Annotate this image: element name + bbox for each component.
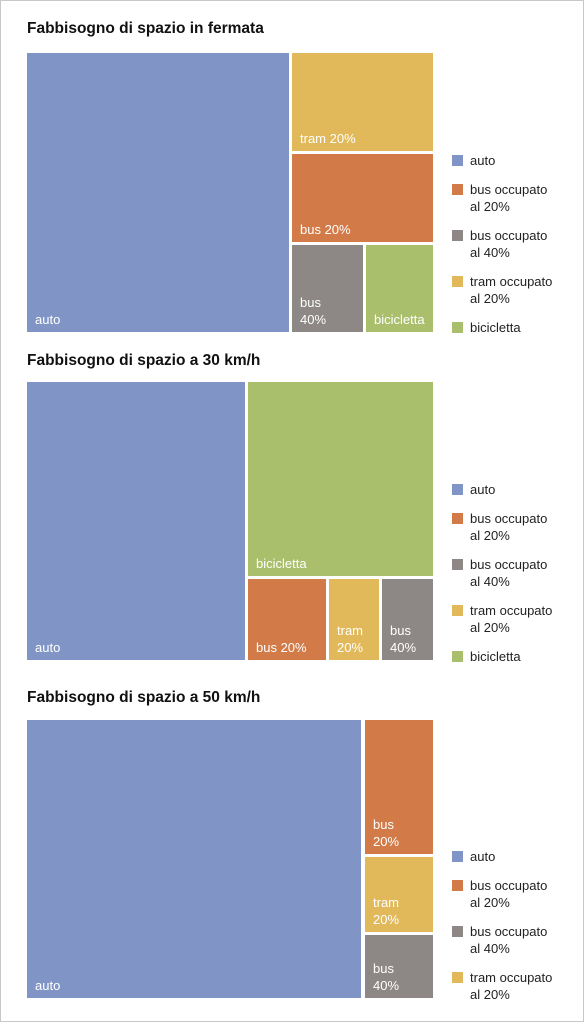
legend-swatch bbox=[452, 926, 463, 937]
cell-label: tram 20% bbox=[337, 623, 364, 655]
cell-label: bus 20% bbox=[373, 817, 400, 849]
legend-swatch bbox=[452, 184, 463, 195]
cell-tram-30kmh: tram 20% bbox=[329, 579, 379, 660]
legend-label: tram occupato al 20% bbox=[470, 274, 553, 306]
legend-swatch bbox=[452, 651, 463, 662]
legend-label: bus occupato al 40% bbox=[470, 228, 548, 260]
cell-tram-fermata: tram 20% bbox=[292, 53, 433, 151]
legend-label: auto bbox=[470, 153, 496, 168]
legend-swatch bbox=[452, 513, 463, 524]
cell-bici-30kmh: bicicletta bbox=[248, 382, 433, 576]
cell-label: auto bbox=[35, 640, 61, 655]
cell-label: bicicletta bbox=[256, 556, 307, 571]
cell-bus40-30kmh: bus 40% bbox=[382, 579, 433, 660]
cell-bus40-fermata: bus 40% bbox=[292, 245, 363, 332]
legend-label: bus occupato al 20% bbox=[470, 511, 548, 543]
legend-label: bicicletta bbox=[470, 320, 521, 335]
legend-label: tram occupato al 20% bbox=[470, 603, 553, 635]
cell-label: tram 20% bbox=[300, 131, 356, 146]
cell-auto-fermata: auto bbox=[27, 53, 289, 332]
cell-auto-30kmh: auto bbox=[27, 382, 245, 660]
legend-label: bus occupato al 20% bbox=[470, 878, 548, 910]
legend-label: bus occupato al 20% bbox=[470, 182, 548, 214]
chart-title-fermata: Fabbisogno di spazio in fermata bbox=[27, 20, 264, 37]
legend-swatch bbox=[452, 484, 463, 495]
cell-label: bus 40% bbox=[390, 623, 417, 655]
cell-bus20-30kmh: bus 20% bbox=[248, 579, 326, 660]
cell-label: auto bbox=[35, 312, 61, 327]
legend-label: auto bbox=[470, 849, 496, 864]
cell-label: auto bbox=[35, 978, 61, 993]
legend-label: auto bbox=[470, 482, 496, 497]
legend-swatch bbox=[452, 880, 463, 891]
cell-bus40-50kmh: bus 40% bbox=[365, 935, 433, 998]
cell-bus20-fermata: bus 20% bbox=[292, 154, 433, 242]
cell-label: bus 20% bbox=[256, 640, 307, 655]
cell-label: bus 40% bbox=[373, 961, 400, 993]
chart-title-30kmh: Fabbisogno di spazio a 30 km/h bbox=[27, 352, 261, 369]
cell-label: bus 40% bbox=[300, 295, 327, 327]
legend-swatch bbox=[452, 851, 463, 862]
cell-bici-fermata: bicicletta bbox=[366, 245, 433, 332]
legend-swatch bbox=[452, 605, 463, 616]
legend-swatch bbox=[452, 972, 463, 983]
legend-swatch bbox=[452, 276, 463, 287]
cell-tram-50kmh: tram 20% bbox=[365, 857, 433, 932]
legend-swatch bbox=[452, 322, 463, 333]
cell-label: bus 20% bbox=[300, 222, 351, 237]
chart-title-50kmh: Fabbisogno di spazio a 50 km/h bbox=[27, 689, 261, 706]
legend-swatch bbox=[452, 559, 463, 570]
cell-label: bicicletta bbox=[374, 312, 425, 327]
legend-label: bus occupato al 40% bbox=[470, 924, 548, 956]
cell-auto-50kmh: auto bbox=[27, 720, 361, 998]
legend-swatch bbox=[452, 230, 463, 241]
cell-label: tram 20% bbox=[373, 895, 400, 927]
cell-bus20-50kmh: bus 20% bbox=[365, 720, 433, 854]
legend-swatch bbox=[452, 155, 463, 166]
legend-label: tram occupato al 20% bbox=[470, 970, 553, 1002]
legend-label: bus occupato al 40% bbox=[470, 557, 548, 589]
legend-label: bicicletta bbox=[470, 649, 521, 664]
